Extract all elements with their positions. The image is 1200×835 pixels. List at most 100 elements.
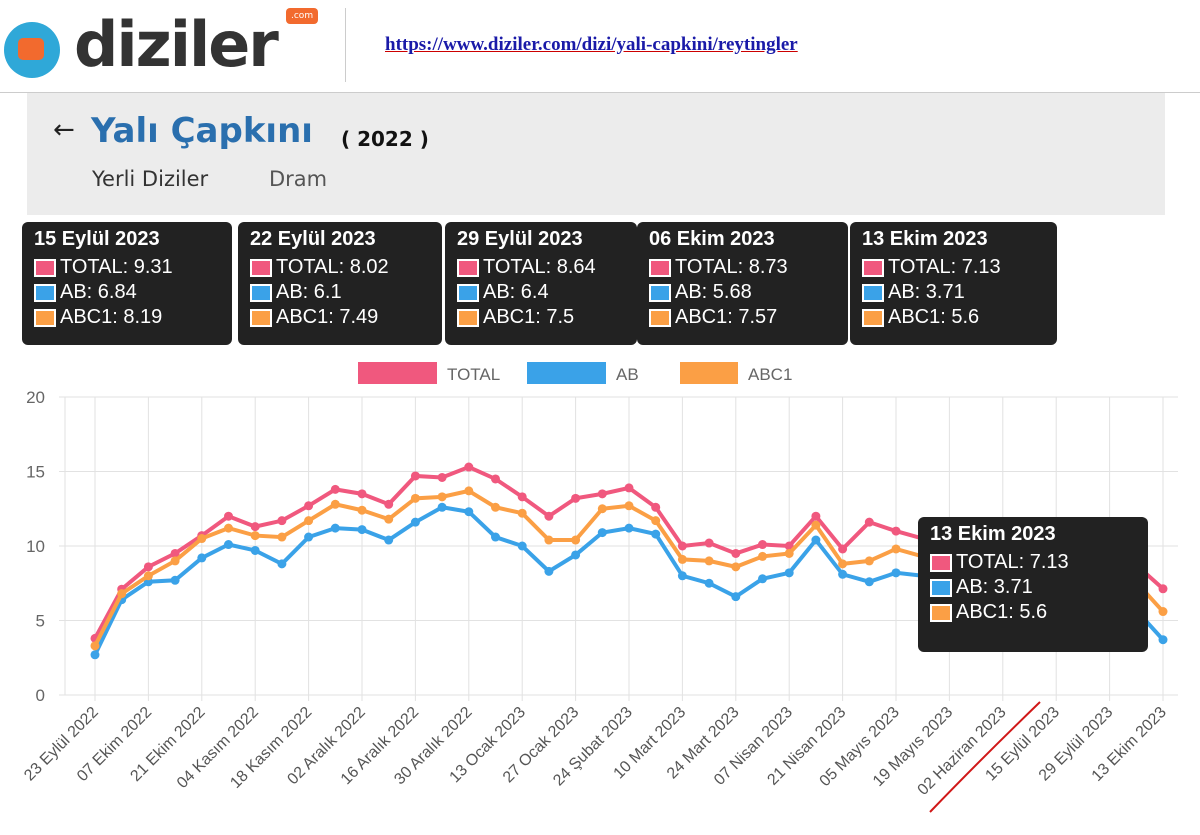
point bbox=[277, 532, 287, 542]
legend-label: TOTAL bbox=[447, 365, 500, 384]
tooltip-swatch bbox=[250, 283, 272, 302]
point bbox=[384, 514, 394, 524]
point bbox=[90, 641, 100, 651]
point bbox=[464, 507, 474, 517]
tooltip-swatch bbox=[862, 308, 884, 327]
point bbox=[571, 535, 581, 545]
tooltip-swatch bbox=[457, 258, 479, 277]
tooltip-row: AB: 6.4 bbox=[457, 280, 625, 305]
tooltip-title: 13 Ekim 2023 bbox=[930, 523, 1056, 545]
y-tick-label: 15 bbox=[26, 463, 45, 482]
point bbox=[410, 471, 420, 481]
point bbox=[677, 554, 687, 564]
tooltip-text: AB: 6.4 bbox=[483, 281, 549, 303]
point bbox=[651, 529, 661, 539]
tooltip-row: TOTAL: 8.02 bbox=[250, 255, 430, 280]
url[interactable]: https://www.diziler.com/dizi/yali-capkin… bbox=[385, 34, 798, 55]
point bbox=[731, 548, 741, 558]
point bbox=[491, 474, 500, 484]
tooltip-row: TOTAL: 9.31 bbox=[34, 255, 220, 280]
point bbox=[597, 528, 607, 538]
point bbox=[597, 489, 607, 499]
tooltip: 15 Eylül 2023 TOTAL: 9.31 AB: 6.84 ABC1: 8.… bbox=[22, 222, 232, 345]
point bbox=[731, 562, 741, 572]
tooltip-swatch bbox=[930, 578, 952, 597]
tooltip-row: ABC1: 5.6 bbox=[930, 600, 1136, 625]
point bbox=[838, 569, 848, 579]
point bbox=[704, 556, 714, 566]
point bbox=[197, 534, 207, 544]
point bbox=[384, 535, 394, 545]
point bbox=[864, 517, 874, 527]
category[interactable]: Yerli Diziler bbox=[92, 167, 209, 191]
tooltip-swatch bbox=[34, 283, 56, 302]
tooltip-row: ABC1: 5.6 bbox=[862, 305, 1045, 330]
logo-icon-inner bbox=[18, 38, 44, 60]
logo-badge: .com bbox=[286, 8, 319, 24]
point bbox=[758, 574, 767, 584]
point bbox=[677, 541, 687, 551]
point bbox=[170, 548, 180, 558]
point bbox=[170, 556, 180, 566]
tooltip-text: TOTAL: 8.64 bbox=[483, 256, 596, 278]
tooltip-row: AB: 6.84 bbox=[34, 280, 220, 305]
tooltip-text: ABC1: 7.49 bbox=[276, 306, 379, 328]
point bbox=[677, 571, 687, 581]
tooltip-text: TOTAL: 7.13 bbox=[888, 256, 1001, 278]
point bbox=[357, 505, 367, 515]
point bbox=[410, 493, 420, 503]
tooltip-row: AB: 6.1 bbox=[250, 280, 430, 305]
tooltip-swatch bbox=[862, 283, 884, 302]
tooltip-title: 15 Eylül 2023 bbox=[34, 228, 160, 250]
point bbox=[1158, 584, 1168, 594]
series-year: ( 2022 ) bbox=[341, 127, 429, 151]
point bbox=[304, 516, 314, 526]
point bbox=[143, 571, 153, 581]
point bbox=[250, 522, 260, 532]
tooltip-text: ABC1: 7.5 bbox=[483, 306, 575, 328]
point bbox=[651, 516, 661, 526]
point bbox=[624, 483, 634, 493]
point bbox=[571, 550, 581, 560]
tooltip-row: ABC1: 7.57 bbox=[649, 305, 836, 330]
tooltip: 13 Ekim 2023 TOTAL: 7.13 AB: 3.71 ABC1: 5.6 bbox=[918, 517, 1148, 652]
tooltip-row: AB: 3.71 bbox=[930, 575, 1136, 600]
point bbox=[811, 511, 821, 521]
tooltip: 29 Eylül 2023 TOTAL: 8.64 AB: 6.4 ABC1: 7.5 bbox=[445, 222, 637, 345]
tooltip: 13 Ekim 2023 TOTAL: 7.13 AB: 3.71 ABC1: 5.6 bbox=[850, 222, 1057, 345]
tooltip-title: 22 Eylül 2023 bbox=[250, 228, 376, 250]
tooltip-text: AB: 3.71 bbox=[956, 576, 1033, 598]
point bbox=[517, 492, 527, 502]
point bbox=[517, 508, 527, 518]
point bbox=[811, 520, 821, 530]
point bbox=[517, 541, 527, 551]
point bbox=[491, 532, 500, 542]
genre[interactable]: Dram bbox=[269, 167, 328, 191]
point bbox=[277, 516, 287, 526]
tooltip: 22 Eylül 2023 TOTAL: 8.02 AB: 6.1 ABC1: 7.4… bbox=[238, 222, 442, 345]
point bbox=[864, 556, 874, 566]
tooltip-title: 13 Ekim 2023 bbox=[862, 228, 988, 250]
logo[interactable]: diziler bbox=[74, 8, 279, 81]
tooltip-swatch bbox=[250, 258, 272, 277]
point bbox=[277, 559, 287, 569]
tooltip-swatch bbox=[649, 258, 671, 277]
legend-label: ABC1 bbox=[748, 365, 792, 384]
point bbox=[330, 499, 340, 509]
tooltip-swatch bbox=[34, 258, 56, 277]
point bbox=[410, 517, 420, 527]
tooltip-swatch bbox=[862, 258, 884, 277]
point bbox=[170, 575, 180, 585]
back-arrow[interactable]: ← bbox=[53, 115, 75, 145]
tooltip-swatch bbox=[457, 308, 479, 327]
point bbox=[250, 531, 260, 541]
point bbox=[758, 540, 767, 550]
y-tick-label: 0 bbox=[36, 686, 45, 705]
point bbox=[464, 462, 474, 472]
point bbox=[544, 535, 554, 545]
legend-swatch bbox=[358, 362, 437, 384]
point bbox=[491, 502, 500, 512]
tooltip-row: TOTAL: 8.64 bbox=[457, 255, 625, 280]
y-tick-label: 5 bbox=[36, 612, 45, 631]
